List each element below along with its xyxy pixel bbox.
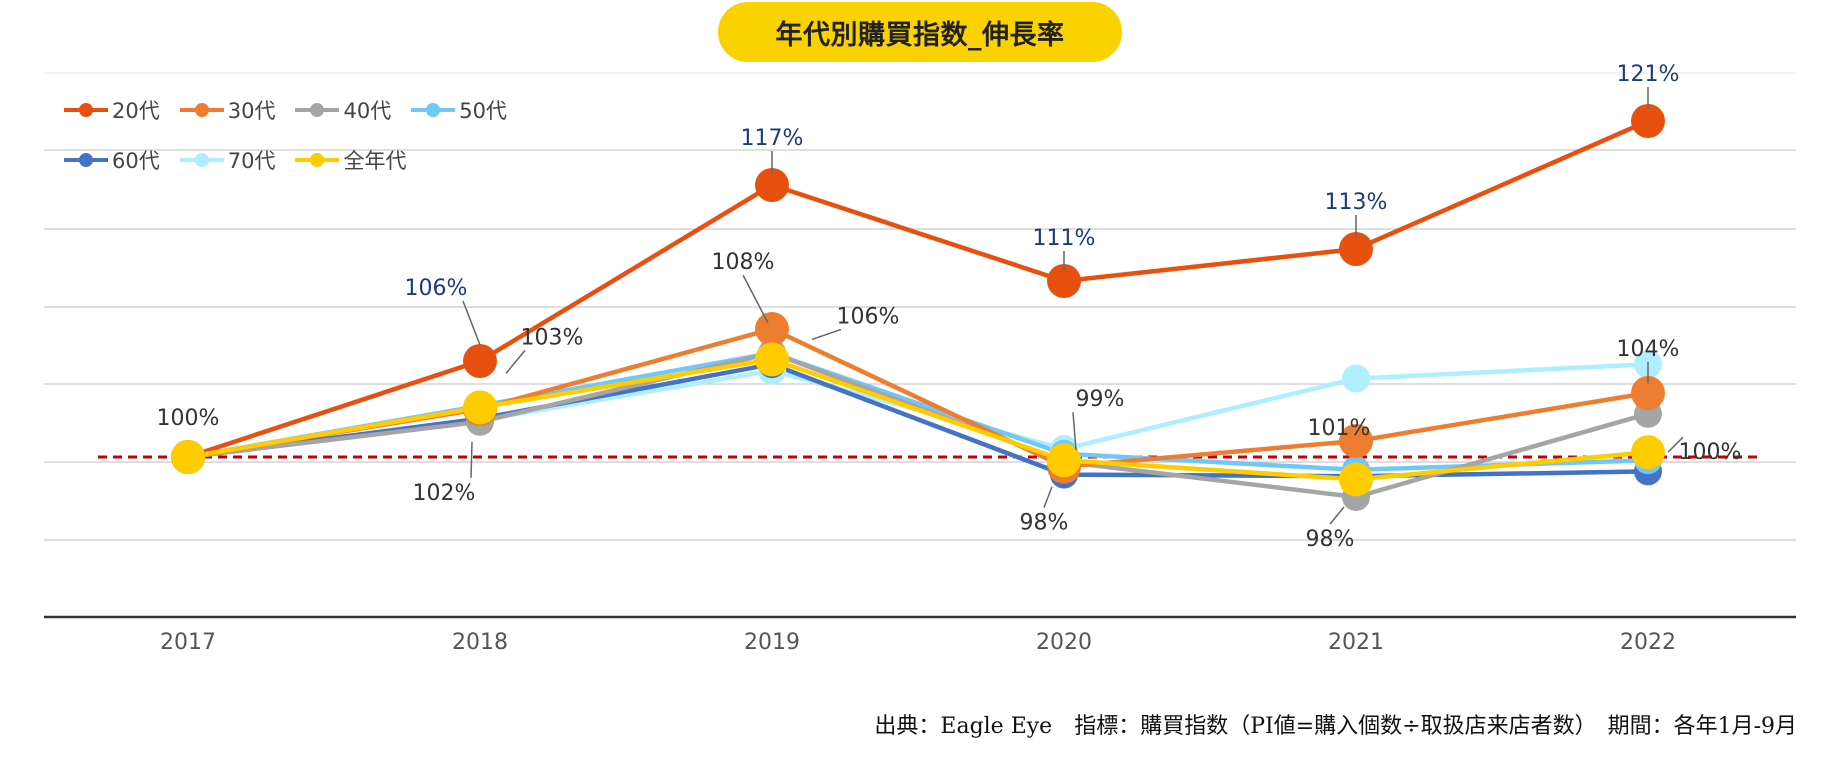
x-tick-label: 2020: [1036, 630, 1092, 655]
data-point: [755, 312, 789, 346]
label-leader-line: [1667, 436, 1684, 453]
legend-label: 30代: [227, 99, 276, 123]
data-point: [1339, 232, 1373, 266]
x-tick-label: 2019: [744, 630, 800, 655]
data-point: [1339, 462, 1373, 497]
data-labels: 100% 106% 103% 102% 117% 108% 106% 111% 99% 98% 11…: [157, 62, 1742, 552]
data-point: [755, 168, 789, 202]
legend: 20代 30代 40代 50代 60代 70代 全年代: [64, 92, 584, 192]
data-point: [1631, 435, 1665, 470]
data-label: 102%: [413, 481, 476, 506]
data-label: 111%: [1033, 226, 1096, 251]
legend-label: 40代: [343, 99, 392, 123]
data-label: 106%: [837, 304, 900, 329]
legend-swatch-icon: [179, 103, 224, 117]
legend-swatch-icon: [64, 153, 108, 167]
label-leader-line: [1072, 412, 1077, 451]
series-line: [187, 326, 1649, 469]
data-label: 108%: [712, 250, 775, 275]
legend-item: 50代: [411, 95, 507, 125]
data-point: [463, 344, 497, 378]
data-label: 117%: [741, 126, 804, 151]
legend-item: 20代: [64, 95, 160, 125]
legend-item: 40代: [295, 95, 391, 125]
data-point: [1339, 424, 1373, 458]
legend-item: 70代: [179, 145, 276, 175]
data-label: 100%: [1679, 440, 1742, 465]
data-point: [171, 440, 205, 474]
legend-row: 60代 70代 全年代: [64, 142, 584, 178]
data-label: 103%: [521, 325, 584, 350]
data-point: [1631, 376, 1665, 410]
gridlines: [44, 72, 1796, 541]
legend-swatch-icon: [411, 103, 456, 117]
data-label: 104%: [1617, 337, 1680, 362]
data-point: [1342, 364, 1370, 393]
series-line: [187, 357, 1649, 482]
x-tick-label: 2017: [160, 630, 216, 655]
label-leader-line: [505, 349, 526, 374]
data-label: 98%: [1020, 511, 1069, 536]
data-label: 101%: [1308, 416, 1371, 441]
data-label: 98%: [1306, 527, 1355, 552]
legend-swatch-icon: [179, 153, 224, 167]
data-label: 106%: [405, 276, 468, 301]
data-point: [1047, 264, 1081, 298]
legend-swatch-icon: [64, 103, 108, 117]
legend-swatch-icon: [295, 153, 340, 167]
x-axis: 2017 2018 2019 2020 2021 2022: [44, 615, 1796, 655]
chart-title: 年代別購買指数_伸長率: [718, 2, 1122, 62]
legend-label: 20代: [112, 99, 160, 123]
legend-item: 60代: [64, 145, 160, 175]
label-leader-line: [811, 328, 842, 341]
series-line: [187, 350, 1649, 500]
data-point: [463, 390, 497, 425]
legend-item: 全年代: [295, 145, 406, 175]
label-leader-line: [742, 274, 769, 324]
legend-item: 30代: [179, 95, 276, 125]
x-tick-label: 2022: [1620, 630, 1676, 655]
x-tick-label: 2018: [452, 630, 508, 655]
data-label: 113%: [1325, 190, 1388, 215]
legend-label: 50代: [459, 99, 507, 123]
label-leader-line: [462, 300, 481, 346]
label-leader-line: [1043, 486, 1053, 508]
series-points: [171, 104, 1665, 511]
data-label: 99%: [1076, 387, 1125, 412]
legend-label: 全年代: [343, 149, 407, 173]
label-leader-line: [470, 441, 473, 478]
data-point: [755, 342, 789, 377]
source-note: 出典：Eagle Eye 指標：購買指数（PI値=購入個数÷取扱店来店者数） 期…: [874, 714, 1797, 739]
legend-row: 20代 30代 40代 50代: [64, 92, 584, 128]
series-line: [187, 118, 1649, 460]
label-leader-line: [1329, 506, 1345, 525]
data-label: 100%: [157, 406, 220, 431]
legend-label: 70代: [227, 149, 276, 173]
data-label: 121%: [1617, 62, 1680, 87]
legend-label: 60代: [112, 149, 160, 173]
legend-swatch-icon: [295, 103, 340, 117]
data-point: [1631, 104, 1665, 138]
series-lines: [187, 118, 1649, 500]
x-tick-label: 2021: [1328, 630, 1384, 655]
data-point: [1047, 443, 1081, 478]
